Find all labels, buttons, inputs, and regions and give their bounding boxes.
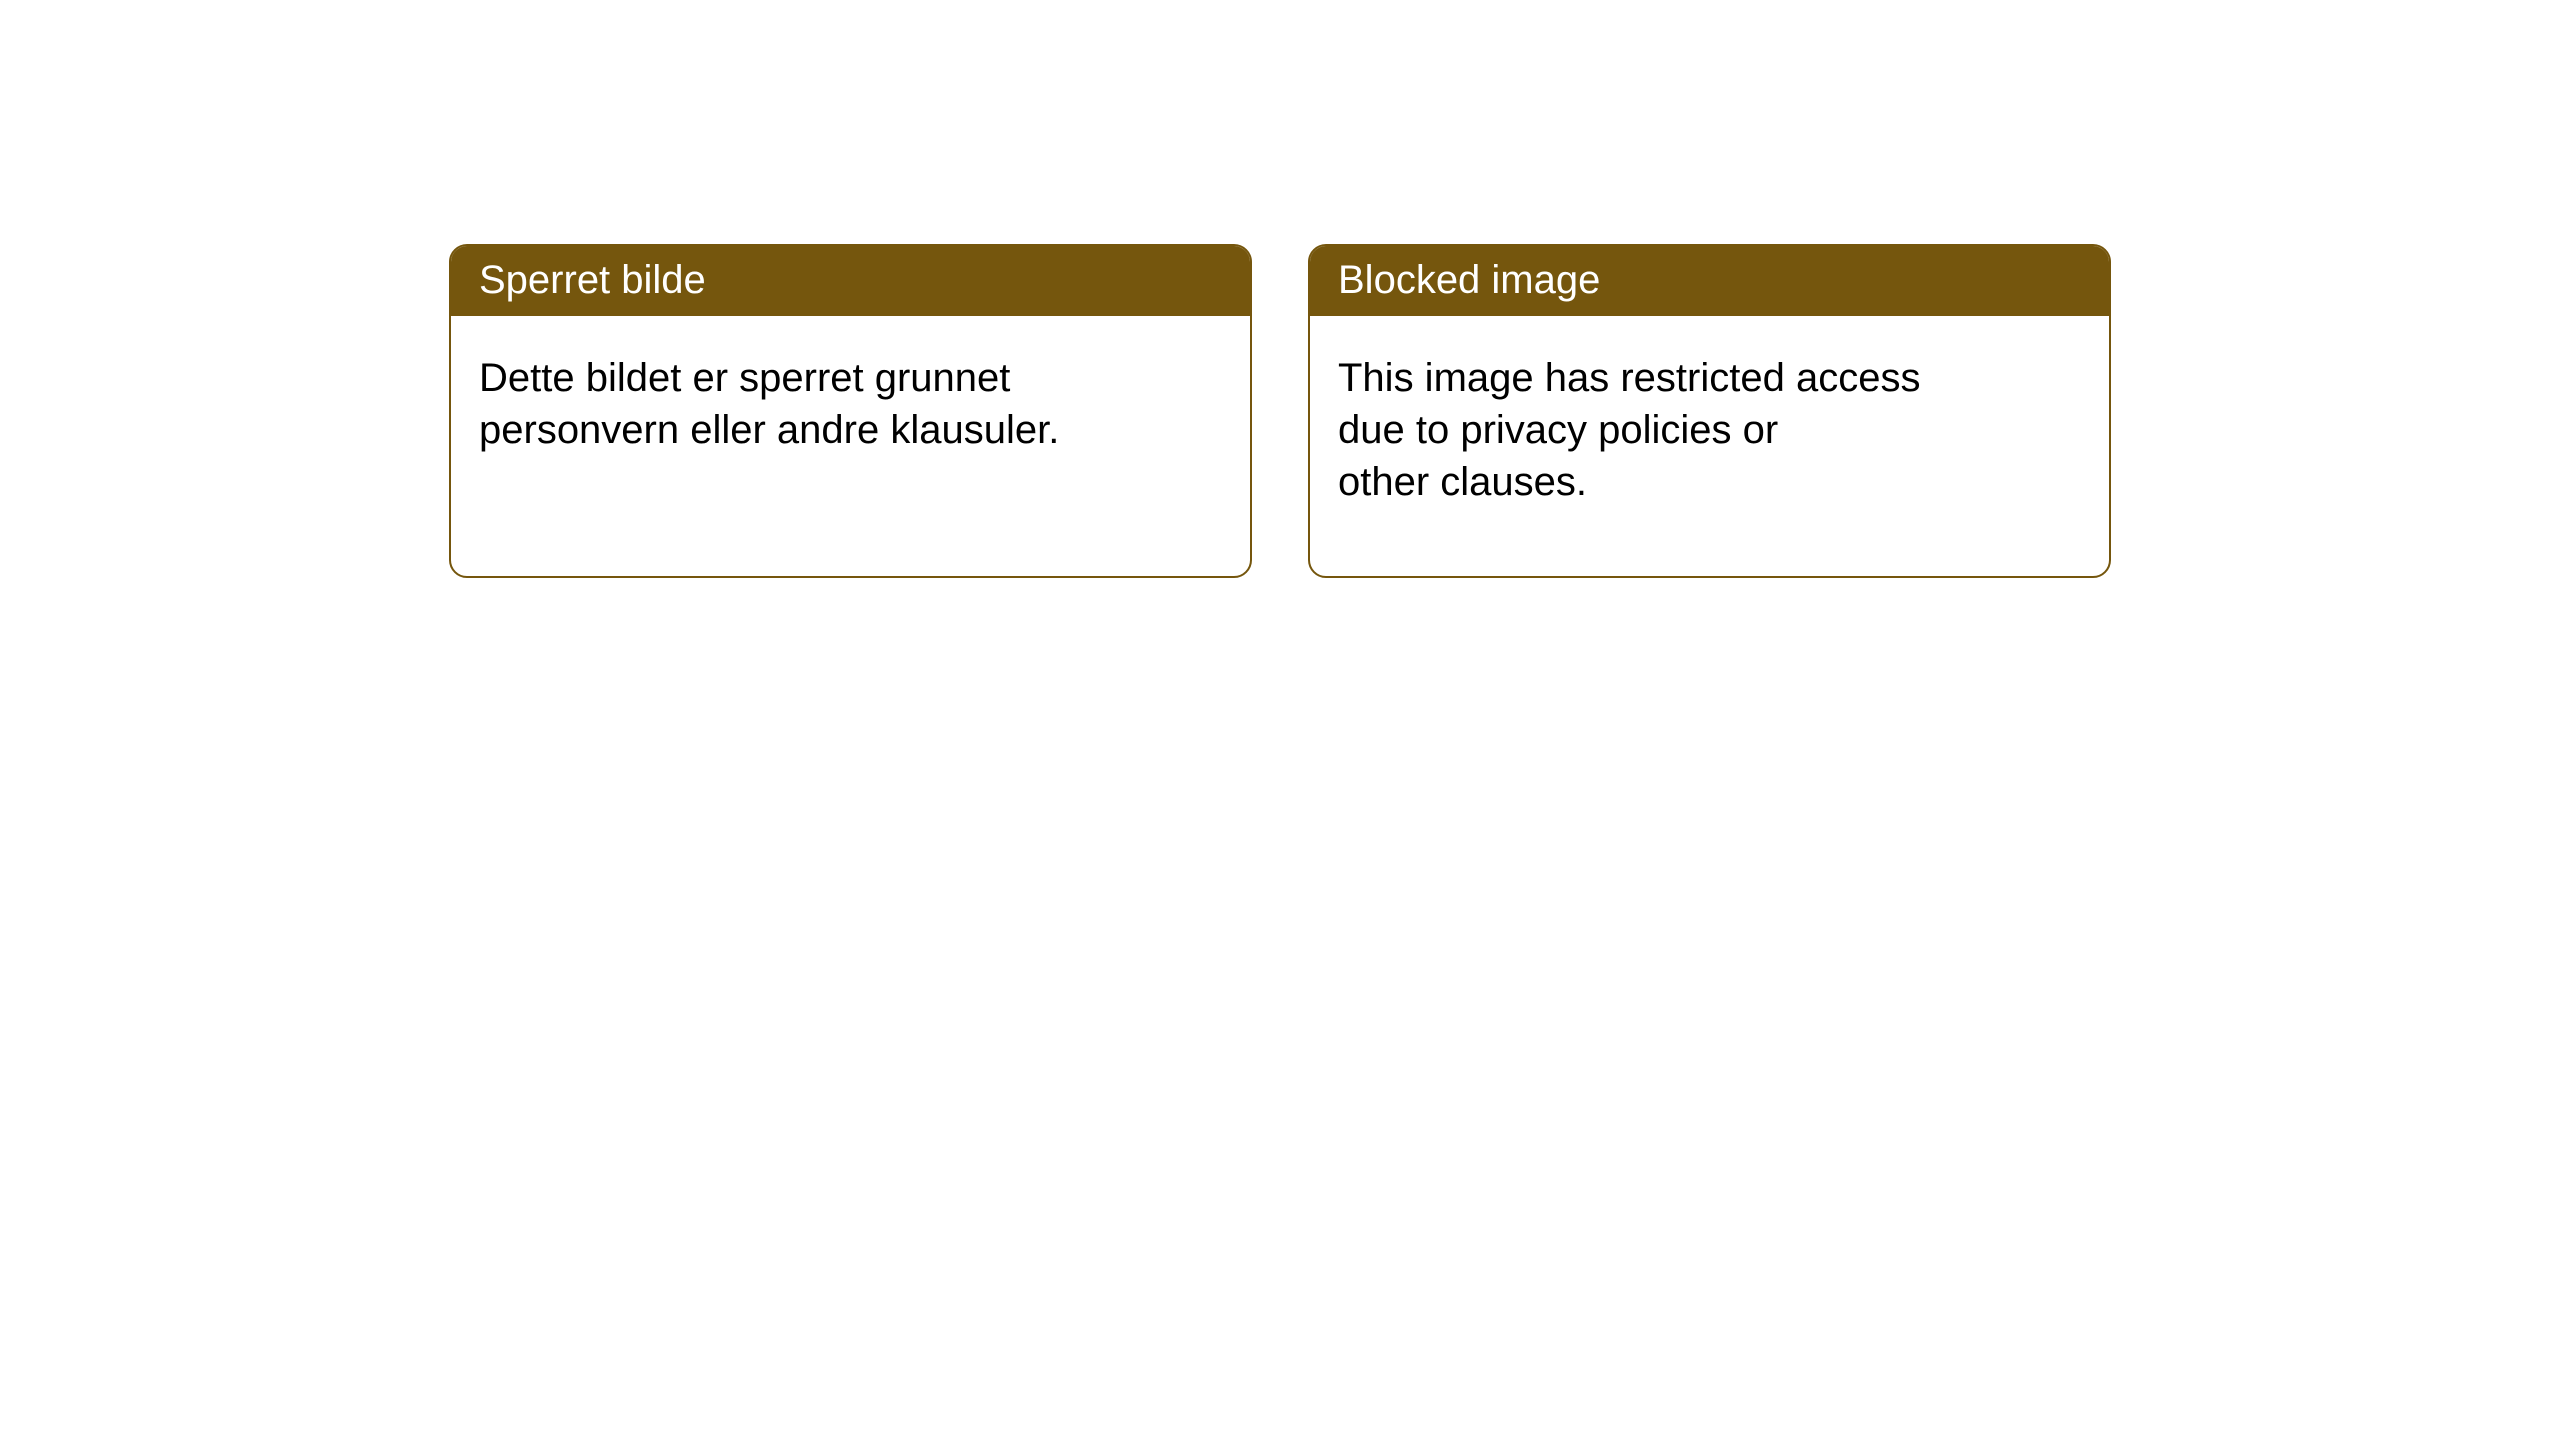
notice-body: This image has restricted access due to … [1310,316,2109,544]
notice-card-english: Blocked image This image has restricted … [1308,244,2111,578]
notice-container: Sperret bilde Dette bildet er sperret gr… [0,0,2560,578]
notice-title: Sperret bilde [451,246,1250,316]
notice-card-norwegian: Sperret bilde Dette bildet er sperret gr… [449,244,1252,578]
notice-body: Dette bildet er sperret grunnet personve… [451,316,1250,492]
notice-title: Blocked image [1310,246,2109,316]
